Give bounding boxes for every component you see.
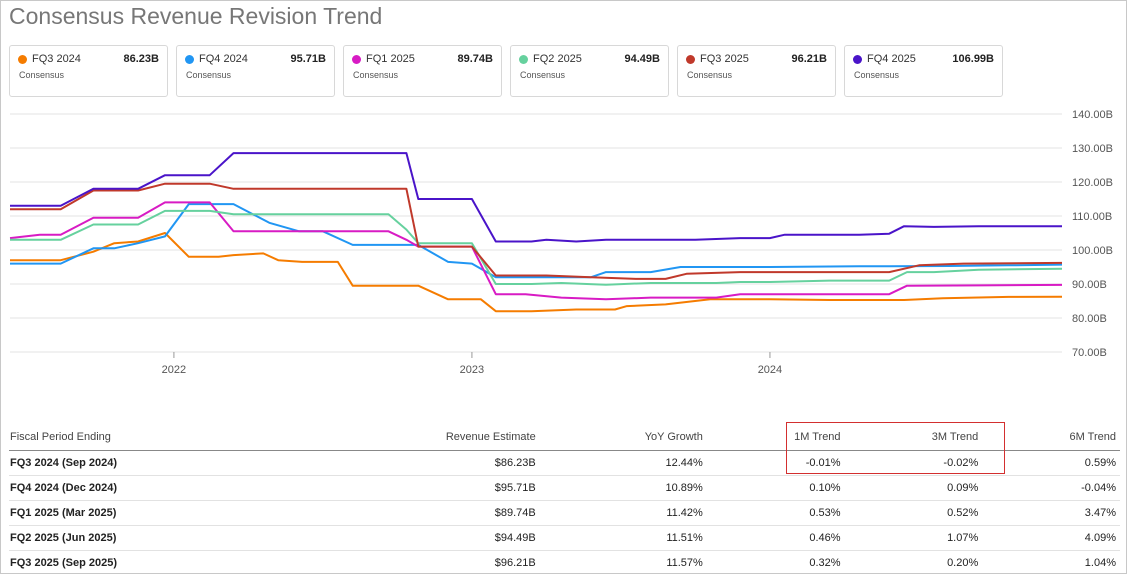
yoy-cell: 11.57% <box>539 550 707 574</box>
table-row: FQ2 2025 (Jun 2025) $94.49B 11.51% 0.46%… <box>9 525 1120 551</box>
legend-series-value: 86.23B <box>123 53 159 65</box>
legend-series-sub: Consensus <box>186 70 232 80</box>
estimate-cell: $96.21B <box>292 550 540 574</box>
legend-card-fq4-2024[interactable]: FQ4 2024 95.71B Consensus <box>176 45 335 97</box>
trend-6m-cell: 1.04% <box>982 550 1120 574</box>
trend-6m-cell: 3.47% <box>982 500 1120 526</box>
table-row: FQ3 2024 (Sep 2024) $86.23B 12.44% -0.01… <box>9 450 1120 476</box>
x-tick-label: 2023 <box>460 364 484 376</box>
legend-series-name: FQ2 2025 <box>533 53 582 65</box>
legend-card-fq1-2025[interactable]: FQ1 2025 89.74B Consensus <box>343 45 502 97</box>
period-cell: FQ3 2025 (Sep 2025) <box>9 550 293 574</box>
legend-series-sub: Consensus <box>19 70 65 80</box>
trend-6m-cell: 0.59% <box>982 450 1120 476</box>
y-tick-label: 140.00B <box>1072 109 1113 121</box>
legend-series-name: FQ3 2024 <box>32 53 81 65</box>
x-tick-label: 2022 <box>162 364 186 376</box>
y-tick-label: 80.00B <box>1072 313 1107 325</box>
series-dot-icon <box>853 54 862 64</box>
yoy-cell: 10.89% <box>539 475 707 501</box>
x-tick-label: 2024 <box>758 364 782 376</box>
estimate-cell: $94.49B <box>292 525 540 551</box>
legend: FQ3 2024 86.23B Consensus FQ4 2024 95.71… <box>9 45 1003 97</box>
legend-series-value: 96.21B <box>791 53 827 65</box>
series-line-fq3-2024[interactable] <box>10 232 1063 313</box>
trend-1m-cell: -0.01% <box>706 450 845 476</box>
column-header[interactable]: 3M Trend <box>844 424 983 451</box>
yoy-cell: 11.42% <box>539 500 707 526</box>
y-tick-label: 110.00B <box>1072 211 1112 223</box>
yoy-cell: 12.44% <box>539 450 707 476</box>
series-line-fq2-2025[interactable] <box>10 209 1063 286</box>
series-line-fq3-2025[interactable] <box>10 182 1063 280</box>
estimate-cell: $95.71B <box>292 475 540 501</box>
legend-series-name: FQ4 2025 <box>867 53 916 65</box>
legend-series-value: 89.74B <box>457 53 493 65</box>
column-header[interactable]: Fiscal Period Ending <box>9 424 293 451</box>
table-row: FQ3 2025 (Sep 2025) $96.21B 11.57% 0.32%… <box>9 550 1120 574</box>
series-dot-icon <box>18 54 27 64</box>
y-tick-label: 100.00B <box>1072 245 1113 257</box>
trend-1m-cell: 0.32% <box>706 550 845 574</box>
trend-3m-cell: 0.52% <box>844 500 983 526</box>
y-tick-label: 130.00B <box>1072 143 1113 155</box>
legend-card-fq2-2025[interactable]: FQ2 2025 94.49B Consensus <box>510 45 669 97</box>
page-title: Consensus Revenue Revision Trend <box>9 3 383 29</box>
y-tick-label: 70.00B <box>1072 347 1107 359</box>
legend-series-name: FQ3 2025 <box>700 53 749 65</box>
period-cell: FQ2 2025 (Jun 2025) <box>9 525 293 551</box>
legend-series-value: 94.49B <box>624 53 660 65</box>
table-header-row: Fiscal Period Ending Revenue Estimate Yo… <box>9 424 1120 451</box>
yoy-cell: 11.51% <box>539 525 707 551</box>
y-tick-label: 90.00B <box>1072 279 1107 291</box>
trend-3m-cell: -0.02% <box>844 450 983 476</box>
revenue-revision-line-chart[interactable]: 70.00B 80.00B 90.00B 100.00B 110.00B 120.00B 1… <box>0 100 1127 390</box>
series-line-fq4-2024[interactable] <box>10 203 1063 279</box>
column-header[interactable]: 6M Trend <box>982 424 1120 451</box>
trend-1m-cell: 0.10% <box>706 475 845 501</box>
legend-series-value: 95.71B <box>290 53 326 65</box>
table-row: FQ1 2025 (Mar 2025) $89.74B 11.42% 0.53%… <box>9 500 1120 526</box>
trend-1m-cell: 0.46% <box>706 525 845 551</box>
trend-6m-cell: -0.04% <box>982 475 1120 501</box>
revision-table: Fiscal Period Ending Revenue Estimate Yo… <box>9 424 1120 574</box>
legend-series-sub: Consensus <box>520 70 566 80</box>
y-tick-label: 120.00B <box>1072 177 1113 189</box>
estimate-cell: $86.23B <box>292 450 540 476</box>
trend-3m-cell: 0.09% <box>844 475 983 501</box>
series-line-fq4-2025[interactable] <box>10 152 1062 243</box>
column-header[interactable]: Revenue Estimate <box>292 424 540 451</box>
legend-card-fq4-2025[interactable]: FQ4 2025 106.99B Consensus <box>844 45 1003 97</box>
legend-series-name: FQ4 2024 <box>199 53 248 65</box>
trend-6m-cell: 4.09% <box>982 525 1120 551</box>
table-row: FQ4 2024 (Dec 2024) $95.71B 10.89% 0.10%… <box>9 475 1120 501</box>
series-dot-icon <box>519 54 528 64</box>
legend-series-sub: Consensus <box>687 70 733 80</box>
trend-3m-cell: 1.07% <box>844 525 983 551</box>
legend-series-name: FQ1 2025 <box>366 53 415 65</box>
period-cell: FQ4 2024 (Dec 2024) <box>9 475 293 501</box>
period-cell: FQ3 2024 (Sep 2024) <box>9 450 293 476</box>
legend-series-sub: Consensus <box>353 70 399 80</box>
series-dot-icon <box>185 54 194 64</box>
column-header[interactable]: 1M Trend <box>706 424 845 451</box>
series-dot-icon <box>686 54 695 64</box>
legend-series-value: 106.99B <box>952 53 994 65</box>
trend-3m-cell: 0.20% <box>844 550 983 574</box>
legend-card-fq3-2025[interactable]: FQ3 2025 96.21B Consensus <box>677 45 836 97</box>
series-dot-icon <box>352 54 361 64</box>
column-header[interactable]: YoY Growth <box>539 424 707 451</box>
estimate-cell: $89.74B <box>292 500 540 526</box>
legend-card-fq3-2024[interactable]: FQ3 2024 86.23B Consensus <box>9 45 168 97</box>
legend-series-sub: Consensus <box>854 70 900 80</box>
period-cell: FQ1 2025 (Mar 2025) <box>9 500 293 526</box>
trend-1m-cell: 0.53% <box>706 500 845 526</box>
